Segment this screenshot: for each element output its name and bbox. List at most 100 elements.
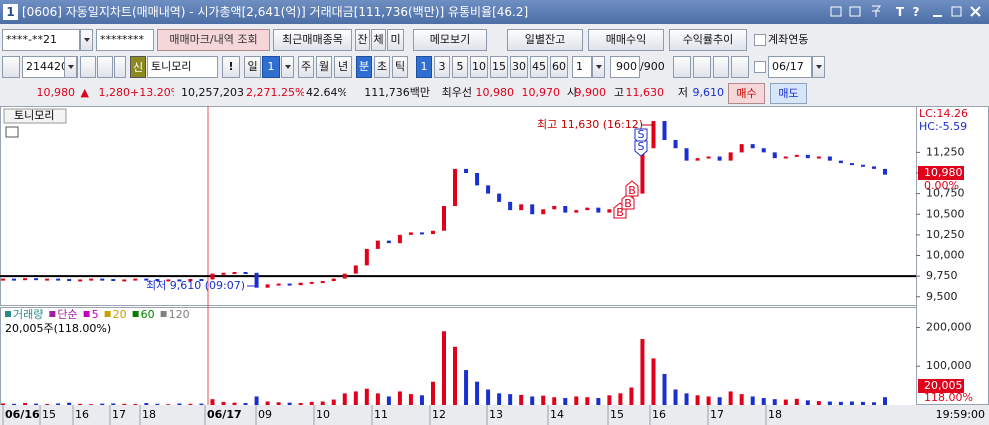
account-field[interactable]: ****-**21 [2,29,80,51]
volume-bar [585,397,590,405]
x-tick-label: 06/17 [207,408,242,421]
volume-bar [794,398,799,405]
price-bar [541,209,546,215]
price-bar [23,278,28,281]
unit-button[interactable]: 월 [316,56,332,78]
toolbar-button[interactable]: 매매수익 [588,29,664,51]
price-bar [574,210,579,213]
minute-button[interactable]: 15 [490,56,508,78]
tool-icon[interactable] [693,56,711,78]
volume-bar [144,403,149,405]
icon-text[interactable]: T [895,5,905,19]
checkbox[interactable] [754,34,766,46]
period-number[interactable]: 1 [262,56,280,78]
quote-volume-pct: 2,271.25% [246,86,304,99]
y-tick-label: 9,500 [926,290,958,303]
unit-button[interactable]: 주 [298,56,314,78]
price-bar [12,278,17,281]
last-price: 10,980 [924,166,963,179]
tool-icon[interactable] [673,56,691,78]
sell-button[interactable]: 매도 [770,83,807,104]
unit-button[interactable]: 분 [356,56,372,78]
price-bar [331,278,336,282]
password-field[interactable]: ******** [96,29,154,51]
toolbar-button[interactable]: 최근매매종목 [273,29,352,51]
arrow-glyph [816,65,822,69]
minute-button[interactable]: 10 [470,56,488,78]
volume-bar [827,401,832,405]
volume-bar [761,398,766,405]
minute-button[interactable]: 30 [510,56,528,78]
x-tick-label: 15 [42,408,56,421]
icon-copy[interactable] [849,6,861,17]
menu-icon[interactable] [2,56,20,78]
dropdown-arrow[interactable] [80,29,93,51]
volume-bar [442,331,446,405]
icon-pin[interactable] [872,5,882,17]
volume-bar [276,402,281,405]
unit-button[interactable]: 초 [374,56,390,78]
settings-icon[interactable] [731,56,749,78]
unit-button[interactable]: 년 [334,56,352,78]
checkbox[interactable] [754,61,766,73]
unit-button[interactable]: 틱 [392,56,408,78]
minute-button[interactable]: 5 [452,56,468,78]
volume-bar [23,403,28,405]
x-tick-label: 14 [550,408,564,421]
volume-bar [232,402,237,405]
quote-high: 11,630 [625,86,665,99]
toolbar-button[interactable]: 미 [387,29,404,51]
y-tick-label: 10,500 [926,207,965,220]
close[interactable] [970,6,981,17]
buy-marker [625,180,639,197]
dropdown-arrow[interactable] [592,56,605,78]
volume-bar [497,393,502,405]
price-bar [728,152,733,161]
minute-button[interactable]: 45 [530,56,548,78]
price-bar [342,273,347,279]
dropdown-arrow[interactable] [812,56,825,78]
warning-button[interactable]: ! [222,56,240,78]
save-icon[interactable] [713,56,729,78]
time-label: 19:59:00 [936,408,985,421]
list-icon[interactable] [114,56,126,78]
maximize[interactable] [951,6,962,17]
zoom-icon[interactable] [97,56,113,78]
axis-panel [916,106,989,405]
price-bar [144,278,149,281]
minute-button[interactable]: 3 [434,56,450,78]
panel-label-box [3,108,67,124]
date-field[interactable]: 06/17 [768,56,812,78]
price-bar [497,193,502,202]
volume-bar [353,391,358,405]
toolbar-button[interactable]: 메모보기 [413,29,487,51]
count-field[interactable]: 900 [610,56,640,78]
volume-panel [0,307,917,406]
volume-bar [574,396,579,405]
icon-restore[interactable] [830,6,842,17]
chart: 9,5009,75010,00010,25010,50010,75011,000… [0,106,989,425]
minute-button[interactable]: 1 [416,56,432,78]
x-tick-label: 17 [112,408,126,421]
period-button[interactable]: 일 [244,56,261,78]
toolbar-button[interactable]: 일별잔고 [507,29,583,51]
window-badge: 1 [3,4,18,20]
minute-button[interactable]: 60 [550,56,568,78]
price-bar [364,248,369,266]
interval-field[interactable]: 1 [572,56,592,78]
icon-help[interactable]: ? [912,5,920,19]
count-max: /900 [640,60,665,73]
dropdown-arrow[interactable] [281,56,294,78]
arrow-glyph [596,65,602,69]
volume-bar [552,397,557,405]
buy-button[interactable]: 매수 [728,83,765,104]
dropdown-arrow[interactable] [64,56,77,78]
volume-bar [618,393,623,405]
search-icon[interactable] [80,56,96,78]
toolbar-button[interactable]: 체 [371,29,386,51]
volume-bar [530,396,535,405]
volume-bar [199,403,204,405]
toolbar-button[interactable]: 잔 [355,29,370,51]
toolbar-button[interactable]: 수익률추이 [669,29,747,51]
toolbar-button[interactable]: 매매마크/내역 조회 [157,29,270,51]
